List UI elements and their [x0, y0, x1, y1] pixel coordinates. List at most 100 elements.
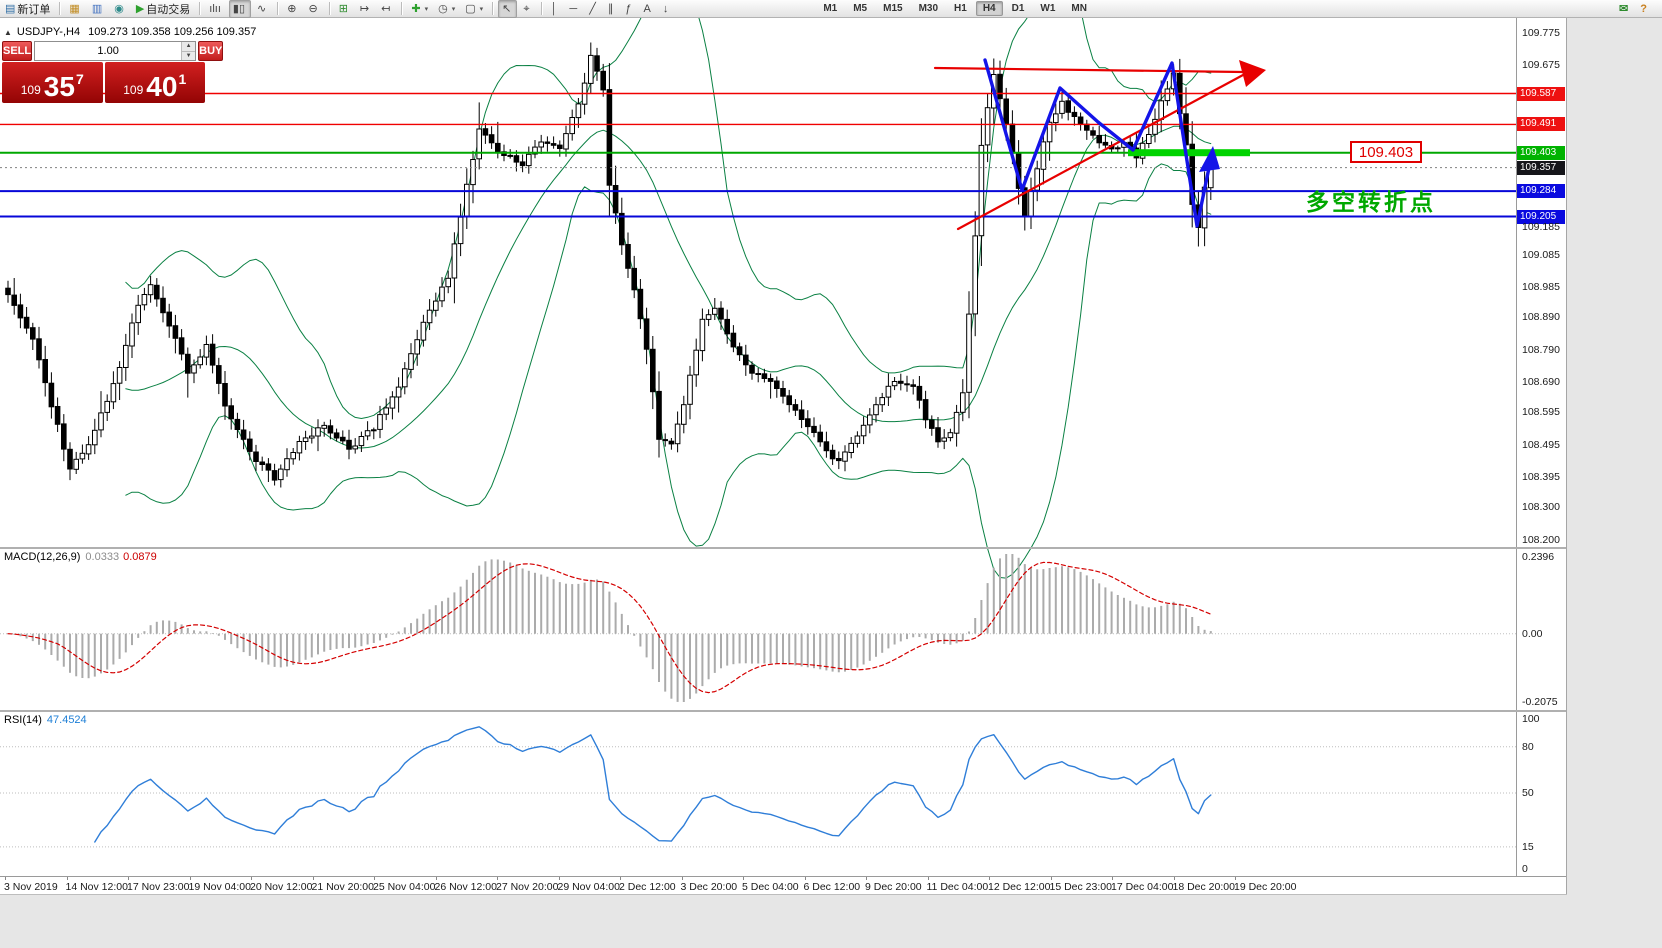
candlestick-chart-button[interactable]: ▮▯ — [228, 0, 252, 18]
crosshair-button[interactable]: ⌖ — [519, 0, 535, 18]
candle — [953, 411, 960, 434]
macd-signal-line[interactable] — [7, 561, 1212, 694]
bollinger-lower-line[interactable] — [125, 163, 1212, 579]
buy-button[interactable]: BUY — [198, 41, 224, 61]
turning-point-annotation[interactable]: 多空转折点 — [1306, 189, 1436, 215]
templates-button[interactable]: ▢ ▾ — [461, 0, 487, 18]
timeframe-m1[interactable]: M1 — [823, 3, 838, 14]
candle — [873, 404, 879, 416]
candle — [5, 287, 11, 296]
green-level-segment[interactable] — [1128, 149, 1250, 157]
auto-scroll-button[interactable]: ↦ — [356, 0, 375, 18]
red-arrowhead[interactable] — [1239, 60, 1266, 87]
text-label-button[interactable]: A — [639, 0, 656, 18]
autotrading-button[interactable]: ▶ 自动交易 — [132, 0, 194, 18]
sell-price-sup: 7 — [75, 71, 84, 87]
candle — [482, 128, 489, 136]
blue-arrowhead[interactable] — [1199, 146, 1220, 172]
chat-button[interactable]: ✉ — [1615, 0, 1634, 18]
rsi-line[interactable] — [94, 726, 1212, 843]
trendline-button[interactable]: ╱ — [585, 0, 602, 18]
candle — [705, 314, 712, 320]
new-chart-button[interactable]: ▦ — [65, 0, 85, 18]
timeframe-m5[interactable]: M5 — [853, 3, 868, 14]
rsi-value: 47.4524 — [46, 714, 87, 726]
cursor-button[interactable]: ↖ — [498, 0, 518, 18]
market-watch-button[interactable]: ◉ — [110, 0, 130, 18]
candle — [650, 348, 656, 393]
bar-chart-button[interactable]: ılıı — [205, 0, 227, 18]
bollinger-upper-line[interactable] — [125, 18, 1212, 419]
candle — [488, 134, 495, 144]
timeframe-m15[interactable]: M15 — [883, 3, 903, 14]
profiles-button[interactable]: ▥ — [88, 0, 108, 18]
timeframe-m30[interactable]: M30 — [918, 3, 939, 14]
arrows-tool-button[interactable]: ↓ — [659, 0, 675, 18]
horizontal-line-button[interactable]: ─ — [565, 0, 583, 18]
candle — [1040, 141, 1047, 170]
timeframe-w1[interactable]: W1 — [1040, 3, 1056, 14]
rsi-pane-separator[interactable] — [0, 710, 1566, 712]
price-axis-label: 109.675 — [1522, 58, 1560, 71]
macd-value-main: 0.0333 — [85, 551, 120, 563]
tile-windows-button[interactable]: ⊞ — [335, 0, 354, 18]
timeframe-h1[interactable]: H1 — [954, 3, 967, 14]
blue-zigzag-line[interactable] — [983, 58, 1213, 228]
candle — [724, 318, 731, 335]
sell-price-display[interactable]: 109 35 7 — [2, 62, 103, 103]
candle — [712, 307, 718, 315]
chart-canvas[interactable] — [0, 18, 1516, 876]
one-click-collapse-icon[interactable]: ▲ — [4, 27, 12, 37]
candle — [42, 359, 49, 384]
volume-spinner: ▲ ▼ — [181, 42, 196, 60]
macd-pane-separator[interactable] — [0, 547, 1566, 549]
indicators-button[interactable]: ✚ ▾ — [407, 0, 432, 18]
timeframe-h4[interactable]: H4 — [975, 1, 1003, 16]
market-watch-icon: ◉ — [114, 2, 124, 15]
macd-axis-label: 0.00 — [1522, 627, 1543, 640]
price-annotation-label[interactable]: 109.403 — [1350, 141, 1422, 163]
workspace-background-right — [1567, 18, 1662, 947]
time-axis-label: 11 Dec 04:00 — [926, 881, 989, 893]
candle — [935, 427, 941, 443]
candle — [284, 458, 290, 471]
zoom-in-button[interactable]: ⊕ — [283, 0, 302, 18]
help-button[interactable]: ? — [1636, 0, 1653, 18]
equidistant-channel-button[interactable]: ∥ — [604, 0, 620, 18]
rsi-name: RSI(14) — [4, 714, 42, 726]
price-axis[interactable]: 109.775 109.675 109.587 109.491 109.403 109.3… — [1516, 18, 1566, 876]
timeframe-d1[interactable]: D1 — [1011, 3, 1025, 14]
candle — [172, 325, 179, 339]
sell-button[interactable]: SELL — [2, 41, 33, 61]
periods-button[interactable]: ◷ ▾ — [434, 0, 459, 18]
vertical-line-button[interactable]: │ — [547, 0, 564, 18]
red-trendline-2[interactable] — [956, 73, 1245, 231]
red-trendline-1[interactable] — [933, 66, 1245, 74]
new-order-button[interactable]: ▤ 新订单 — [1, 0, 54, 18]
candle — [79, 452, 86, 460]
chart-shift-button[interactable]: ↤ — [377, 0, 396, 18]
volume-down-icon[interactable]: ▼ — [181, 50, 196, 60]
arrows-tool-icon: ↓ — [662, 2, 669, 15]
line-chart-button[interactable]: ∿ — [253, 0, 272, 18]
candle — [191, 364, 197, 374]
candle — [526, 153, 532, 167]
rsi-axis-label: 15 — [1522, 840, 1534, 853]
candle — [811, 425, 817, 433]
bollinger-middle-line[interactable] — [125, 125, 1212, 449]
time-axis-label: 26 Nov 12:00 — [434, 881, 497, 893]
time-axis[interactable]: 3 Nov 2019 14 Nov 12:00 17 Nov 23:00 19 Nov… — [0, 876, 1566, 894]
fibonacci-button[interactable]: ƒ — [621, 0, 637, 18]
candle — [203, 344, 210, 358]
zoom-out-button[interactable]: ⊖ — [304, 0, 323, 18]
candle — [798, 409, 805, 420]
volume-up-icon[interactable]: ▲ — [181, 42, 196, 51]
new-order-label: 新订单 — [17, 3, 51, 16]
time-axis-tick — [1235, 877, 1236, 880]
rsi-layer — [0, 726, 1516, 848]
buy-price-display[interactable]: 109 40 1 — [104, 62, 205, 103]
volume-input[interactable] — [35, 42, 182, 60]
timeframe-mn[interactable]: MN — [1071, 3, 1087, 14]
candle — [420, 321, 427, 341]
time-axis-label: 3 Dec 20:00 — [680, 881, 738, 893]
